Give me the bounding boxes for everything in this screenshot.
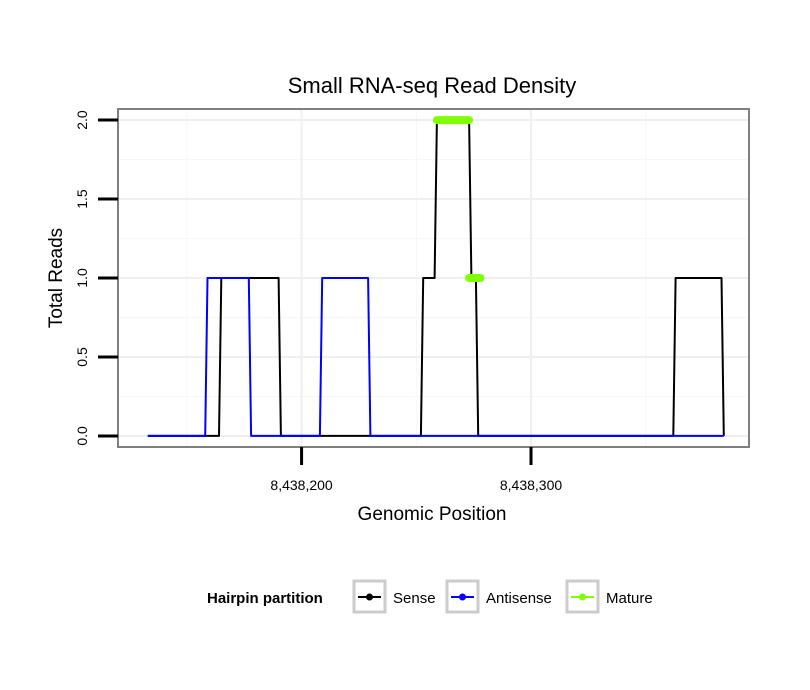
- legend-label-sense: Sense: [393, 590, 436, 607]
- legend-point-mature: [579, 593, 586, 601]
- chart-title: Small RNA-seq Read Density: [288, 73, 577, 98]
- legend-key-mature: [565, 579, 600, 614]
- legend-label-antisense: Antisense: [486, 590, 552, 607]
- legend: Hairpin partition Sense Antisense Mature: [207, 579, 653, 614]
- x-tick-label: 8,438,200: [270, 477, 332, 493]
- x-tick-label: 8,438,300: [500, 477, 562, 493]
- legend-label-mature: Mature: [606, 590, 653, 607]
- y-tick-label: 1.0: [74, 268, 90, 288]
- y-tick-label: 2.0: [74, 110, 90, 130]
- series-line-antisense: [147, 277, 724, 437]
- plot-area: 0.0 0.5 1.0 1.5 2.0 8,438,200 8,438,300: [74, 108, 750, 493]
- legend-point-antisense: [459, 593, 466, 601]
- legend-point-sense: [366, 593, 373, 601]
- legend-title: Hairpin partition: [207, 590, 323, 607]
- y-tick-label: 0.0: [74, 426, 90, 446]
- y-tick-label: 1.5: [74, 189, 90, 209]
- x-axis-label: Genomic Position: [358, 504, 507, 525]
- y-axis-label: Total Reads: [46, 228, 67, 328]
- y-tick-label: 0.5: [74, 347, 90, 367]
